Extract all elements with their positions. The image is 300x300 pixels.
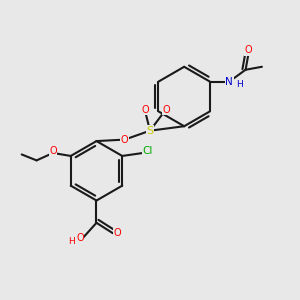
- Text: O: O: [163, 105, 170, 115]
- Text: N: N: [225, 76, 233, 87]
- Text: S: S: [146, 126, 154, 136]
- Text: O: O: [113, 228, 121, 238]
- Text: O: O: [49, 146, 57, 157]
- Text: O: O: [245, 45, 252, 56]
- Text: O: O: [142, 105, 149, 115]
- Text: O: O: [76, 233, 84, 243]
- Text: Cl: Cl: [142, 146, 153, 157]
- Text: H: H: [236, 80, 242, 88]
- Text: O: O: [121, 135, 128, 145]
- Text: H: H: [68, 237, 75, 246]
